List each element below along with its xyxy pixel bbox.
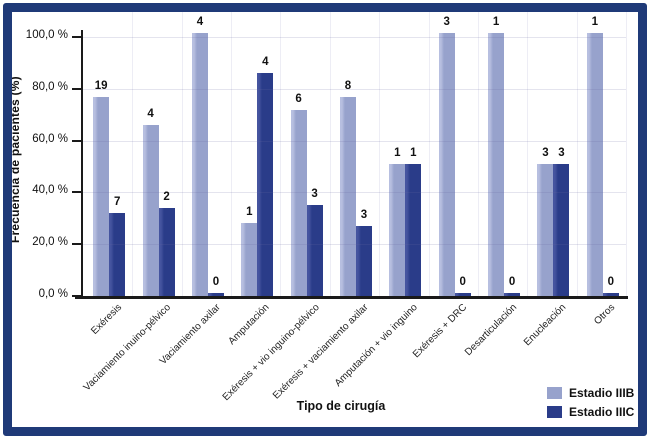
bar-estadio-iiib-8 <box>488 33 505 296</box>
x-category-label-text: Desarticulación <box>462 302 519 359</box>
y-axis-tick <box>72 191 81 194</box>
bar-value-label: 3 <box>558 146 565 159</box>
gridline-vertical <box>626 12 627 296</box>
x-category-label-text: Vaciamiento inuino-pélvico <box>81 302 174 394</box>
bar-estadio-iiic-3 <box>257 73 274 296</box>
bar-value-label: 2 <box>163 190 170 203</box>
x-axis-line <box>75 296 628 299</box>
bar-value-label: 1 <box>591 16 599 28</box>
bar-estadio-iiic-7 <box>454 293 471 296</box>
bar-estadio-iiic-8 <box>504 293 521 296</box>
bar-value-label: 0 <box>212 276 220 289</box>
x-category-label-text: Exéresis + vaciamiento axilar <box>271 302 371 402</box>
bar-value-label: 1 <box>246 206 253 219</box>
y-tick-label: 80,0 % <box>32 80 68 93</box>
bar-estadio-iiib-7 <box>438 33 455 296</box>
bar-value-label: 19 <box>94 79 108 92</box>
bar-estadio-iiic-6 <box>405 163 422 296</box>
bar-estadio-iiib-5 <box>340 96 356 296</box>
x-category-label-text: Exéresis <box>89 302 124 337</box>
bar-estadio-iiic-0 <box>109 213 126 296</box>
bar-value-label: 4 <box>262 56 269 69</box>
bar-value-label: 7 <box>113 196 121 209</box>
bar-value-label: 0 <box>459 276 466 289</box>
legend-item-estadio-iiib: Estadio IIIB <box>547 386 634 400</box>
y-axis-tick <box>72 139 81 142</box>
gridline-vertical <box>379 12 381 296</box>
bar-value-label: 4 <box>147 108 154 121</box>
legend-label-iiic: Estadio IIIC <box>569 405 635 419</box>
bar-value-label: 4 <box>196 16 204 28</box>
y-tick-label: 20,0 % <box>32 236 68 249</box>
bar-estadio-iiib-1 <box>142 125 159 296</box>
bar-value-label: 1 <box>394 146 401 159</box>
gridline-vertical <box>527 12 529 296</box>
x-category-label-text: Amputación <box>226 302 273 348</box>
x-category-label-text: Enucleación <box>521 302 569 349</box>
bar-value-label: 6 <box>295 92 302 105</box>
legend-label-iiib: Estadio IIIB <box>569 386 635 400</box>
bar-estadio-iiib-4 <box>290 109 307 296</box>
y-tick-label: 40,0 % <box>32 184 68 197</box>
gridline-vertical <box>181 12 183 296</box>
bar-value-label: 3 <box>542 146 549 159</box>
y-tick-label: 0,0 % <box>38 288 68 300</box>
gridline-vertical <box>231 12 233 296</box>
y-tick-label: 60,0 % <box>32 132 68 145</box>
x-category-label-text: Exéresis + vio inguino-pélvico <box>220 302 322 404</box>
bar-estadio-iiib-2 <box>191 33 208 296</box>
y-axis-tick <box>72 295 81 297</box>
x-category-label-text: Otros <box>592 302 618 328</box>
bar-estadio-iiib-0 <box>93 96 110 296</box>
bar-estadio-iiic-10 <box>602 293 619 296</box>
legend: Estadio IIIB Estadio IIIC <box>547 386 634 424</box>
bar-estadio-iiic-1 <box>158 207 175 296</box>
y-axis-tick <box>72 243 81 246</box>
y-axis-line <box>81 30 83 299</box>
gridline-vertical <box>280 12 282 296</box>
bar-value-label: 0 <box>508 276 516 289</box>
bar-estadio-iiic-4 <box>306 205 323 296</box>
bar-estadio-iiib-6 <box>389 163 406 296</box>
gridline-vertical <box>576 12 578 296</box>
x-axis-title: Tipo de cirugía <box>296 399 386 413</box>
gridline-horizontal <box>83 37 626 38</box>
gridline-vertical <box>132 12 134 296</box>
gridline-horizontal <box>83 192 626 194</box>
bar-estadio-iiic-2 <box>207 293 224 296</box>
legend-item-estadio-iiic: Estadio IIIC <box>547 405 634 419</box>
y-tick-label: 100,0 % <box>25 29 68 41</box>
gridline-horizontal <box>83 244 626 246</box>
bar-value-label: 1 <box>492 16 500 28</box>
bar-estadio-iiic-9 <box>553 163 570 296</box>
bar-estadio-iiib-10 <box>586 33 603 296</box>
gridline-vertical <box>329 12 331 296</box>
bar-value-label: 0 <box>607 276 615 289</box>
legend-swatch-iiic <box>547 406 562 418</box>
gridline-vertical <box>428 12 430 296</box>
x-category-label-text: Exéresis + DRC <box>411 302 470 361</box>
gridline-horizontal <box>83 88 626 90</box>
bar-value-label: 3 <box>360 209 368 222</box>
bar-value-label: 3 <box>311 188 318 201</box>
x-category-label-text: Amputación + vio inguino <box>333 302 421 389</box>
y-axis-tick <box>72 36 81 38</box>
legend-swatch-iiib <box>547 387 562 399</box>
bar-estadio-iiic-5 <box>356 226 372 296</box>
bar-estadio-iiib-3 <box>241 223 258 296</box>
gridline-horizontal <box>83 140 626 142</box>
bar-value-label: 1 <box>410 146 417 159</box>
y-axis-tick <box>72 87 81 90</box>
bar-estadio-iiib-9 <box>537 163 554 296</box>
bar-value-label: 8 <box>344 79 352 92</box>
bar-value-label: 3 <box>443 16 450 28</box>
gridline-vertical <box>477 12 479 296</box>
